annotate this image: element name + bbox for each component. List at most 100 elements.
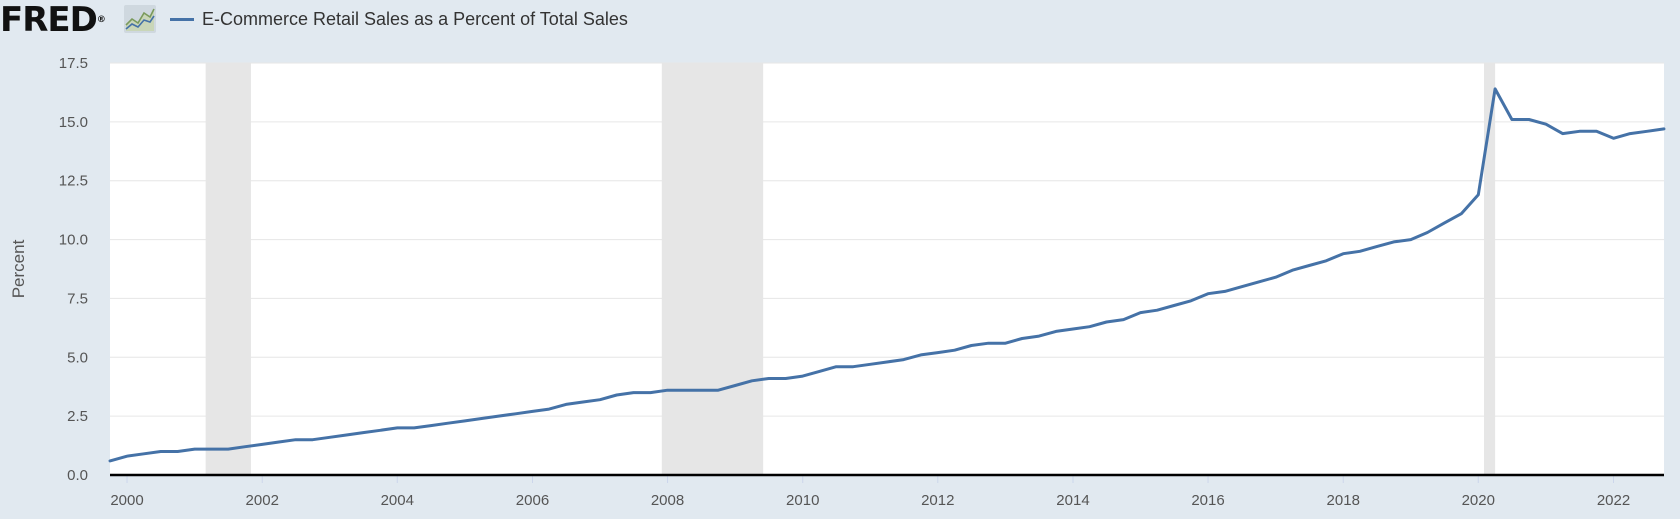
- data-point[interactable]: [1408, 237, 1414, 243]
- data-point[interactable]: [1171, 302, 1177, 308]
- data-point[interactable]: [1391, 239, 1397, 245]
- data-point[interactable]: [614, 392, 620, 398]
- data-point[interactable]: [800, 373, 806, 379]
- data-point[interactable]: [428, 423, 434, 429]
- data-point[interactable]: [411, 425, 417, 431]
- data-point[interactable]: [1357, 248, 1363, 254]
- data-point[interactable]: [648, 390, 654, 396]
- data-point[interactable]: [1053, 328, 1059, 334]
- data-point[interactable]: [242, 444, 248, 450]
- data-point[interactable]: [512, 411, 518, 417]
- data-point[interactable]: [158, 448, 164, 454]
- data-point[interactable]: [479, 415, 485, 421]
- data-point[interactable]: [1458, 211, 1464, 217]
- data-point[interactable]: [1154, 307, 1160, 313]
- data-point[interactable]: [1593, 128, 1599, 134]
- data-point[interactable]: [1222, 288, 1228, 294]
- data-point[interactable]: [749, 378, 755, 384]
- data-point[interactable]: [445, 420, 451, 426]
- data-point[interactable]: [783, 375, 789, 381]
- data-point[interactable]: [175, 448, 181, 454]
- data-point[interactable]: [1374, 244, 1380, 250]
- data-point[interactable]: [546, 406, 552, 412]
- data-point[interactable]: [1188, 298, 1194, 304]
- data-point[interactable]: [327, 434, 333, 440]
- data-point[interactable]: [225, 446, 231, 452]
- y-axis-title: Percent: [9, 239, 28, 298]
- data-point[interactable]: [1289, 267, 1295, 273]
- data-point[interactable]: [597, 397, 603, 403]
- data-point[interactable]: [462, 418, 468, 424]
- data-point[interactable]: [1611, 135, 1617, 141]
- data-point[interactable]: [563, 401, 569, 407]
- data-point[interactable]: [124, 453, 130, 459]
- data-point[interactable]: [343, 432, 349, 438]
- legend[interactable]: E-Commerce Retail Sales as a Percent of …: [170, 7, 628, 31]
- data-point[interactable]: [935, 350, 941, 356]
- data-point[interactable]: [1340, 251, 1346, 257]
- data-point[interactable]: [1661, 126, 1667, 132]
- data-point[interactable]: [1036, 333, 1042, 339]
- data-point[interactable]: [816, 368, 822, 374]
- data-point[interactable]: [1475, 192, 1481, 198]
- data-point[interactable]: [952, 347, 958, 353]
- data-point[interactable]: [1103, 319, 1109, 325]
- data-point[interactable]: [310, 437, 316, 443]
- data-point[interactable]: [884, 359, 890, 365]
- data-point[interactable]: [1002, 340, 1008, 346]
- data-point[interactable]: [107, 458, 113, 464]
- data-point[interactable]: [1120, 317, 1126, 323]
- data-point[interactable]: [1323, 258, 1329, 264]
- data-point[interactable]: [360, 430, 366, 436]
- data-point[interactable]: [715, 387, 721, 393]
- data-point[interactable]: [259, 441, 265, 447]
- data-point[interactable]: [1644, 128, 1650, 134]
- data-point[interactable]: [867, 361, 873, 367]
- data-point[interactable]: [1306, 262, 1312, 268]
- data-point[interactable]: [766, 375, 772, 381]
- line-graph-icon[interactable]: [124, 5, 156, 33]
- data-point[interactable]: [1543, 121, 1549, 127]
- data-point[interactable]: [1526, 117, 1532, 123]
- x-tick-label: 2008: [651, 492, 684, 509]
- data-point[interactable]: [1273, 274, 1279, 280]
- data-point[interactable]: [276, 439, 282, 445]
- data-point[interactable]: [529, 408, 535, 414]
- data-point[interactable]: [732, 383, 738, 389]
- data-point[interactable]: [1576, 128, 1582, 134]
- data-point[interactable]: [1492, 86, 1498, 92]
- data-point[interactable]: [1627, 131, 1633, 137]
- data-point[interactable]: [1256, 279, 1262, 285]
- data-point[interactable]: [394, 425, 400, 431]
- data-point[interactable]: [208, 446, 214, 452]
- y-tick-label: 10.0: [59, 232, 88, 249]
- data-point[interactable]: [630, 390, 636, 396]
- data-point[interactable]: [377, 427, 383, 433]
- data-point[interactable]: [1205, 291, 1211, 297]
- data-point[interactable]: [1441, 220, 1447, 226]
- data-point[interactable]: [1560, 131, 1566, 137]
- data-point[interactable]: [1070, 326, 1076, 332]
- data-point[interactable]: [580, 399, 586, 405]
- data-point[interactable]: [681, 387, 687, 393]
- data-point[interactable]: [141, 451, 147, 457]
- data-point[interactable]: [918, 352, 924, 358]
- data-point[interactable]: [293, 437, 299, 443]
- data-point[interactable]: [901, 357, 907, 363]
- data-point[interactable]: [1138, 310, 1144, 316]
- data-point[interactable]: [192, 446, 198, 452]
- data-point[interactable]: [968, 343, 974, 349]
- data-point[interactable]: [1239, 284, 1245, 290]
- data-point[interactable]: [850, 364, 856, 370]
- fred-logo[interactable]: FRED®: [0, 0, 106, 40]
- data-point[interactable]: [1087, 324, 1093, 330]
- data-point[interactable]: [1424, 230, 1430, 236]
- data-point[interactable]: [665, 387, 671, 393]
- data-point[interactable]: [1509, 117, 1515, 123]
- data-point[interactable]: [833, 364, 839, 370]
- data-point[interactable]: [985, 340, 991, 346]
- data-point[interactable]: [495, 413, 501, 419]
- data-point[interactable]: [1019, 335, 1025, 341]
- data-point[interactable]: [698, 387, 704, 393]
